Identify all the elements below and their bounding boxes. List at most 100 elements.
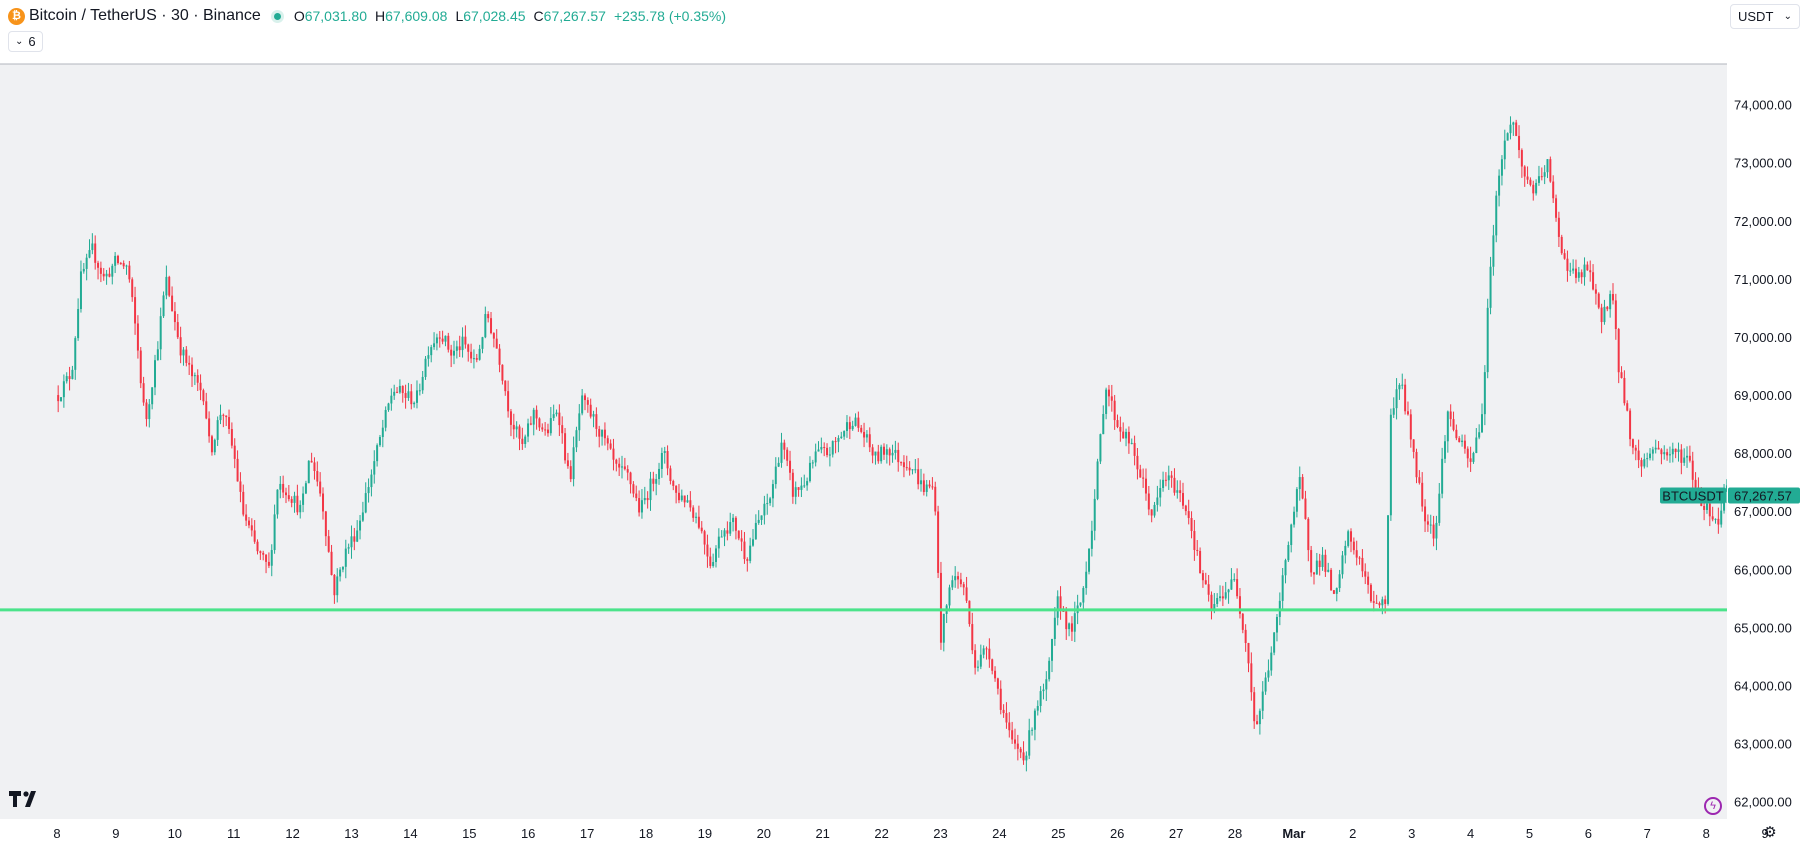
candle: [1190, 511, 1193, 539]
candle-body: [754, 522, 757, 540]
candle-body: [128, 265, 131, 280]
candle-body: [162, 295, 165, 317]
candle-body: [270, 550, 273, 566]
indicators-collapse-button[interactable]: ⌄ 6: [8, 31, 43, 52]
candle-body: [222, 414, 225, 416]
candle-body: [1634, 447, 1637, 451]
candle-body: [501, 364, 504, 381]
candle-body: [1475, 437, 1478, 454]
candlestick-series: [57, 116, 1765, 772]
plot-area[interactable]: [0, 64, 1727, 819]
candle: [447, 332, 450, 353]
candle: [1415, 448, 1418, 484]
candle-body: [1435, 522, 1438, 539]
candle: [606, 435, 609, 451]
time-axis-label: 13: [344, 826, 358, 841]
candle-body: [1324, 554, 1327, 572]
candle-body: [1717, 518, 1720, 525]
candle-body: [714, 548, 717, 563]
candle: [1492, 224, 1495, 276]
time-axis-label: 5: [1526, 826, 1533, 841]
candle-body: [1577, 272, 1580, 278]
candle: [928, 480, 931, 489]
candle-body: [1330, 569, 1333, 591]
candle-body: [1025, 755, 1028, 761]
candle: [962, 581, 965, 596]
candle: [763, 495, 766, 525]
candle: [683, 495, 686, 508]
candle-body: [225, 415, 228, 418]
candle-body: [1705, 503, 1708, 510]
gear-icon[interactable]: ⚙: [1763, 824, 1777, 841]
candle: [817, 441, 820, 452]
candle: [623, 457, 626, 471]
candle-body: [1150, 509, 1153, 516]
currency-select[interactable]: USDT ⌄: [1730, 4, 1800, 29]
candle-body: [803, 485, 806, 487]
candle: [891, 444, 894, 463]
lightning-icon[interactable]: ϟ: [1704, 797, 1722, 815]
candle: [663, 446, 666, 464]
price-tag-value-bg: [1728, 487, 1800, 504]
candle-body: [1441, 458, 1444, 494]
candle: [894, 440, 897, 460]
ohlc-values: O67,031.80 H67,609.08 L67,028.45 C67,267…: [294, 8, 726, 24]
candle-body: [196, 375, 199, 383]
candle: [1270, 646, 1273, 676]
candle: [1586, 261, 1589, 271]
candle-body: [1167, 475, 1170, 481]
candle-body: [242, 491, 245, 515]
candle: [1088, 548, 1091, 575]
candle-body: [1381, 599, 1384, 606]
candle: [1577, 266, 1580, 282]
symbol-title[interactable]: Bitcoin / TetherUS · 30 · Binance: [29, 7, 261, 24]
candle: [1634, 444, 1637, 461]
candle: [1150, 509, 1153, 523]
price-axis[interactable]: 62,000.00 63,000.00 64,000.00 65,000.00 66,0…: [1727, 64, 1811, 819]
candle-body: [1136, 455, 1139, 470]
candle: [806, 477, 809, 491]
candle: [1506, 132, 1509, 141]
candle-body: [1543, 172, 1546, 177]
candle-body: [1264, 677, 1267, 692]
candle: [1489, 256, 1492, 315]
candle: [1526, 166, 1529, 184]
candle: [310, 452, 313, 463]
candle: [1406, 401, 1409, 416]
candle: [139, 347, 142, 389]
candle: [1546, 159, 1549, 179]
candle: [902, 455, 905, 478]
candle-body: [199, 382, 202, 391]
candle-body: [1500, 159, 1503, 176]
candle-body: [1113, 400, 1116, 421]
candle-body: [1147, 493, 1150, 510]
candle-body: [327, 536, 330, 552]
candle: [68, 366, 71, 391]
candle: [205, 392, 208, 420]
candle: [1475, 428, 1478, 454]
tradingview-logo[interactable]: [9, 788, 43, 808]
candle: [1133, 435, 1136, 466]
candle: [797, 487, 800, 497]
candle: [1674, 448, 1677, 459]
candle-body: [484, 314, 487, 338]
candle-body: [1125, 431, 1128, 439]
time-axis[interactable]: 8 9 10 11 12 13 14 15 16 17 18 19 20 21 22 23 24 25 26 27 28…: [0, 819, 1811, 847]
candle-body: [908, 467, 911, 471]
candle: [1298, 466, 1301, 501]
candle-body: [1068, 623, 1071, 630]
candle-body: [134, 297, 137, 324]
candle-body: [1318, 560, 1321, 568]
candle: [948, 584, 951, 612]
candle: [1287, 541, 1290, 562]
candle: [111, 263, 114, 285]
candle: [1412, 439, 1415, 459]
candle-body: [632, 484, 635, 494]
candle-body: [1241, 613, 1244, 630]
candle-body: [1099, 434, 1102, 462]
candle-body: [601, 429, 604, 437]
candle-body: [1629, 410, 1632, 440]
candle-body: [302, 493, 305, 505]
candle: [581, 388, 584, 416]
